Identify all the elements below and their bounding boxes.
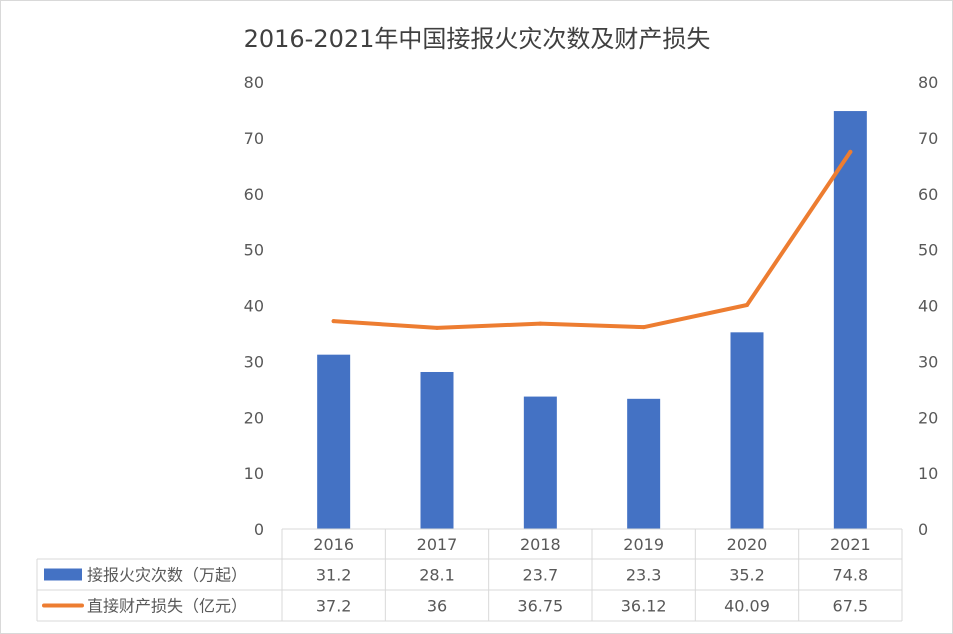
y2-tick-label: 10 (918, 464, 938, 483)
table-value: 35.2 (729, 566, 765, 585)
y-tick-label: 10 (244, 464, 264, 483)
legend-key-bar (44, 568, 82, 581)
line-point (745, 302, 749, 307)
line-path (331, 149, 853, 330)
x-category-label: 2018 (520, 535, 561, 554)
axes-group: 0 10 20 30 40 50 60 70 80 0 10 20 30 40 50 60 70 80 (244, 73, 939, 539)
table-value: 36 (427, 597, 447, 616)
line-point (641, 325, 646, 330)
y2-tick-label: 70 (918, 129, 938, 148)
y-tick-label: 0 (254, 520, 264, 539)
bar (627, 398, 661, 529)
table-value: 37.2 (316, 597, 352, 616)
y-tick-label: 80 (244, 73, 264, 92)
data-table: 2016 2017 2018 2019 2020 2021 接报火灾次数（万起） 31.2 28… (36, 528, 903, 622)
bar (523, 396, 557, 529)
line-point (538, 321, 543, 326)
legend-series-name: 直接财产损失（亿元） (87, 597, 247, 616)
y2-tick-label: 0 (918, 520, 928, 539)
y2-tick-label: 60 (918, 185, 938, 204)
table-value: 23.3 (626, 566, 662, 585)
bar (833, 111, 867, 530)
table-value: 28.1 (419, 566, 455, 585)
line-point (848, 149, 853, 154)
legend-series-name: 接报火灾次数（万起） (87, 566, 247, 585)
x-category-label: 2019 (623, 535, 664, 554)
y2-tick-label: 50 (918, 241, 938, 260)
table-value: 67.5 (833, 597, 869, 616)
x-category-label: 2020 (727, 535, 768, 554)
table-value: 31.2 (316, 566, 352, 585)
y2-tick-label: 30 (918, 352, 938, 371)
y2-tick-label: 80 (918, 73, 938, 92)
line-series (331, 149, 853, 330)
y2-tick-label: 20 (918, 408, 938, 427)
y2-tick-label: 40 (918, 297, 938, 316)
y-tick-label: 40 (244, 297, 264, 316)
table-value: 36.12 (621, 597, 667, 616)
y-tick-label: 50 (244, 241, 264, 260)
y-tick-label: 20 (244, 408, 264, 427)
line-point (331, 319, 336, 324)
bar-series (317, 111, 867, 530)
bar (730, 332, 764, 529)
table-value: 74.8 (833, 566, 869, 585)
table-value: 23.7 (523, 566, 559, 585)
x-category-label: 2017 (417, 535, 458, 554)
x-category-label: 2016 (313, 535, 354, 554)
y-tick-label: 30 (244, 352, 264, 371)
y-tick-label: 70 (244, 129, 264, 148)
table-value: 40.09 (724, 597, 770, 616)
table-value: 36.75 (517, 597, 563, 616)
y-tick-label: 60 (244, 185, 264, 204)
chart-title: 2016-2021年中国接报火灾次数及财产损失 (244, 25, 711, 53)
bar (420, 371, 454, 529)
bar (317, 354, 351, 529)
line-point (435, 325, 439, 330)
x-category-label: 2021 (830, 535, 871, 554)
